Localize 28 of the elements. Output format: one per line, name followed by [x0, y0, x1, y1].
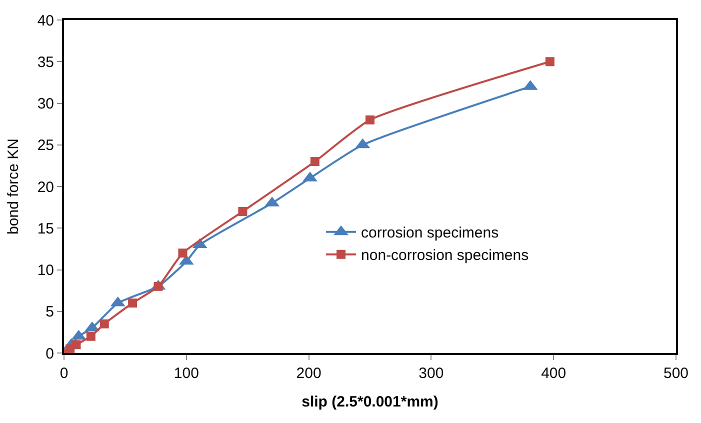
y-tick-label: 20 — [37, 178, 54, 196]
y-tick-label: 5 — [46, 304, 54, 321]
x-axis-title: slip (2.5*0.001*mm) — [302, 394, 438, 410]
point — [86, 332, 96, 341]
point — [100, 319, 109, 328]
point — [178, 248, 188, 258]
point — [366, 115, 374, 124]
y-tick-label: 25 — [37, 137, 54, 154]
point — [128, 298, 138, 308]
legend-label: corrosion specimens — [361, 224, 499, 242]
x-tick-label: 0 — [60, 365, 68, 382]
y-tick-label: 40 — [37, 12, 54, 30]
y-tick-label: 15 — [37, 220, 54, 238]
x-tick-label: 500 — [663, 365, 689, 382]
y-tick-label: 30 — [37, 96, 54, 112]
point — [72, 340, 81, 350]
point — [238, 206, 248, 216]
point — [310, 157, 320, 166]
x-tick-label: 300 — [418, 365, 444, 382]
y-tick-label: 0 — [46, 345, 54, 362]
legend-label: non-corrosion specimens — [361, 247, 529, 264]
y-axis-title: bond force KN — [5, 138, 22, 234]
x-tick-label: 200 — [296, 365, 322, 382]
x-tick-label: 400 — [541, 365, 566, 382]
x-tick-label: 100 — [174, 365, 199, 382]
y-tick-label: 10 — [37, 262, 54, 279]
point — [545, 57, 554, 66]
y-tick-label: 35 — [37, 54, 54, 71]
